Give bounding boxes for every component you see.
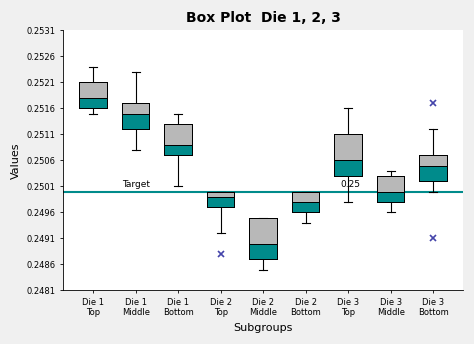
Bar [79, 83, 107, 98]
Y-axis label: Values: Values [11, 142, 21, 179]
Bar [122, 114, 149, 129]
Bar [419, 155, 447, 165]
Bar [377, 176, 404, 192]
Bar [249, 244, 277, 259]
Bar [207, 197, 235, 207]
Bar [249, 217, 277, 244]
Bar [164, 124, 192, 145]
Text: 0.25: 0.25 [340, 180, 360, 189]
Bar [419, 165, 447, 181]
Bar [292, 202, 319, 212]
Bar [122, 103, 149, 114]
Bar [164, 145, 192, 155]
Bar [377, 192, 404, 202]
Bar [207, 192, 235, 197]
Title: Box Plot  Die 1, 2, 3: Box Plot Die 1, 2, 3 [186, 11, 341, 25]
Bar [334, 135, 362, 160]
Bar [334, 160, 362, 176]
Text: Target: Target [122, 180, 150, 189]
X-axis label: Subgroups: Subgroups [234, 323, 293, 333]
Bar [292, 192, 319, 202]
Bar [79, 98, 107, 108]
